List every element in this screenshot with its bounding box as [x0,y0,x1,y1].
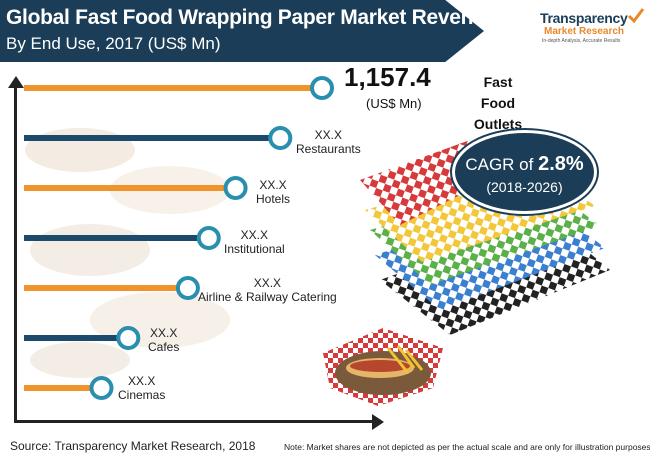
bar-hotels [24,185,236,191]
highlight-value: 1,157.4 [344,62,431,92]
chart-subtitle: By End Use, 2017 (US$ Mn) [6,34,221,53]
bar-end-marker [310,76,334,100]
checkmark-icon [627,8,645,24]
bar-value-label: XX.X [240,228,269,242]
y-axis-arrow [8,76,24,88]
source-note: Source: Transparency Market Research, 20… [10,439,256,453]
bar-label-restaurants: XX.X Restaurants [296,128,361,156]
bar-end-marker [223,176,248,200]
bar-end-marker [196,226,221,250]
bar-end-marker [89,376,114,400]
x-axis [14,420,374,423]
bar-airline-railway-catering [24,285,188,291]
bar-category-label: Hotels [256,192,291,206]
cagr-value: 2.8% [538,153,584,175]
bar-end-marker [175,276,200,300]
bar-value-label: XX.X [128,374,156,388]
company-logo: Transparency Market Research In-depth An… [540,6,645,54]
bar-value-label: XX.X [314,128,343,142]
title-banner [0,0,484,62]
bar-category-label: Restaurants [296,142,361,156]
cagr-badge: CAGR of 2.8% (2018-2026) [452,130,597,214]
bar-value-label: XX.X [150,326,178,340]
cagr-line: CAGR of 2.8% [455,153,594,176]
cagr-period: (2018-2026) [486,179,563,195]
bar-category-label: Cafes [148,340,180,354]
bar-label-cinemas: XX.X Cinemas [118,374,165,402]
highlight-category: Fast Food Outlets [473,74,523,132]
logo-line2: Market Research [544,26,625,37]
hotdog-basket-illustration [323,328,443,406]
highlight-unit: (US$ Mn) [366,96,422,111]
chart-title: Global Fast Food Wrapping Paper Market R… [6,6,498,29]
bar-category-label: Airline & Railway Catering [198,290,337,304]
y-axis [14,86,17,422]
bar-label-hotels: XX.X Hotels [256,178,290,206]
bar-value-label: XX.X [259,178,287,192]
bar-cinemas [24,385,102,391]
logo-tagline: In-depth Analysis, Accurate Results [542,38,621,44]
bar-fast-food-outlets [24,85,322,91]
bar-category-label: Institutional [224,242,285,256]
logo-line1: Transparency [540,10,628,26]
bar-restaurants [24,135,281,141]
bar-label-cafes: XX.X Cafes [148,326,179,354]
bar-end-marker [268,126,293,150]
bar-value-label: XX.X [253,276,282,290]
bar-institutional [24,235,209,241]
bar-label-airline-railway: XX.X Airline & Railway Catering [198,276,337,304]
cagr-prefix: CAGR of [465,155,539,174]
bar-category-label: Cinemas [118,388,166,402]
bar-label-institutional: XX.X Institutional [224,228,285,256]
bar-cafes [24,335,129,341]
footnote: Note: Market shares are not depicted as … [284,442,650,452]
bar-end-marker [116,326,141,350]
x-axis-arrow [372,414,384,430]
